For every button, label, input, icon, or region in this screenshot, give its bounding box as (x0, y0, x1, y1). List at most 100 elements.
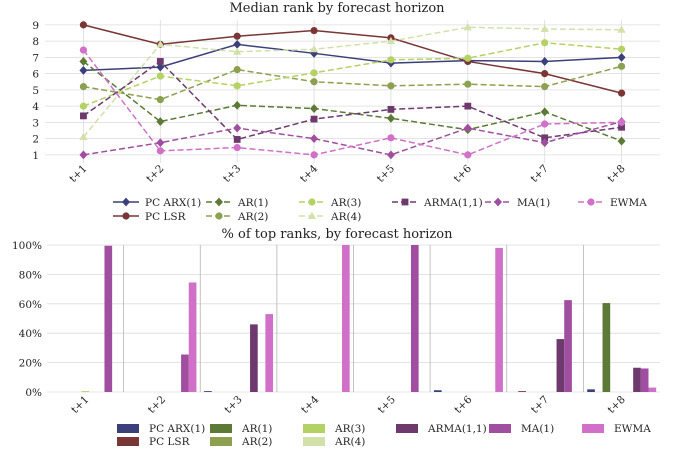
bar-ewma (342, 245, 350, 392)
point-arma11 (464, 102, 472, 110)
legend-item-ma1: MA(1) (485, 197, 550, 209)
point-ar4 (79, 132, 88, 140)
legend-label-ma1: MA(1) (517, 197, 550, 209)
point-pc-lsr (310, 26, 318, 35)
bar-series-ar3 (81, 391, 90, 392)
bar-pc-arx1 (587, 389, 595, 392)
y-tick-label: 40% (19, 328, 42, 340)
legend-label-ewma: EWMA (610, 197, 647, 209)
point-ar2 (79, 83, 88, 91)
bar-ewma (495, 247, 503, 392)
point-ar3 (387, 56, 395, 64)
point-arma11 (233, 136, 241, 143)
point-ewma (233, 143, 241, 152)
point-ar2 (156, 96, 164, 104)
point-pc-arx1 (156, 62, 165, 72)
legend-swatch-pc-lsr (117, 437, 139, 446)
bar-ma1 (410, 245, 419, 392)
legend-swatch-ar2 (210, 437, 232, 446)
legend-marker-ar1 (215, 197, 223, 207)
line-ma1 (83, 120, 622, 156)
legend-item-ar1: AR(1) (210, 423, 272, 435)
top-chart-title: Median rank by forecast horizon (229, 1, 445, 16)
point-arma11 (80, 112, 87, 120)
x-tick-label: t+8 (605, 163, 627, 185)
legend-label-ar1: AR(1) (237, 197, 268, 209)
legend-item-ma1: MA(1) (489, 423, 554, 435)
point-arma11 (387, 105, 395, 113)
legend-item-ar4: AR(4) (303, 436, 365, 448)
line-ewma (82, 49, 622, 156)
point-ewma (310, 151, 318, 159)
point-pc-arx1 (617, 52, 626, 62)
top-ranks-chart: % of top ranks, by forecast horizon 0% 20… (12, 227, 660, 448)
bar-series-ma1 (104, 245, 649, 392)
bar-arma11 (556, 339, 565, 392)
x-tick-label: t+3 (221, 163, 243, 185)
bar-ar1 (602, 303, 611, 392)
point-ewma (387, 134, 395, 142)
bar-ewma (188, 282, 197, 392)
point-arma11 (541, 134, 549, 142)
legend-label-ar2: AR(2) (237, 211, 268, 223)
y-tick-label: 100% (12, 240, 42, 252)
legend-item-arma11: ARMA(1,1) (396, 423, 487, 435)
bottom-chart-axes: 0% 20% 40% 60% 80% 100% t+1 t+2 t+3 t+4 t+5 t+6 t+7 t… (12, 240, 628, 416)
bar-series-pc-arx1 (204, 389, 595, 392)
point-ar3 (233, 82, 241, 90)
bottom-chart-bars (81, 245, 657, 392)
legend-marker-pc-lsr (122, 212, 130, 220)
bar-ma1 (104, 245, 113, 392)
y-tick-label: 6 (32, 69, 39, 81)
x-tick-label: t+2 (146, 394, 168, 416)
bottom-chart-title: % of top ranks, by forecast horizon (222, 227, 454, 242)
legend-item-ar3: AR(3) (303, 423, 365, 435)
series-ar4 (79, 23, 626, 140)
point-ewma (617, 118, 626, 126)
bar-series-arma11 (250, 324, 641, 392)
legend-label-ar3: AR(3) (330, 197, 361, 209)
legend-item-ar4: AR(4) (299, 211, 361, 223)
point-ar3 (156, 72, 164, 80)
x-tick-label: t+6 (452, 162, 475, 185)
x-tick-label: t+2 (144, 163, 166, 185)
x-tick-label: t+3 (222, 394, 244, 416)
y-tick-label: 2 (32, 134, 39, 146)
x-tick-label: t+5 (375, 163, 397, 185)
x-tick-label: t+7 (529, 394, 551, 416)
x-tick-label: t+4 (299, 393, 322, 416)
point-pc-lsr (617, 89, 626, 97)
point-ar1 (310, 104, 319, 113)
line-ar2 (83, 65, 622, 101)
legend-label-pc-arx1: PC ARX(1) (149, 423, 205, 435)
bottom-chart-legend: PC ARX(1) AR(1) AR(3) ARMA(1,1) MA(1) EWMA PC … (117, 423, 651, 448)
y-tick-label: 0% (25, 387, 42, 399)
point-ar2 (617, 62, 626, 70)
legend-item-pc-arx1: PC ARX(1) (117, 423, 205, 435)
point-ar3 (541, 39, 549, 47)
point-ar2 (464, 80, 472, 88)
line-ar1 (82, 60, 622, 142)
legend-marker-ar2 (215, 212, 223, 220)
point-ar4 (617, 25, 626, 33)
bar-pc-arx1 (433, 390, 442, 392)
legend-label-pc-arx1: PC ARX(1) (145, 197, 201, 209)
y-tick-label: 3 (32, 117, 39, 129)
x-tick-label: t+1 (67, 163, 89, 185)
legend-marker-ar4 (308, 211, 316, 219)
y-tick-label: 1 (32, 150, 39, 162)
bar-ma1 (181, 354, 189, 392)
point-arma11 (618, 123, 625, 131)
point-ar1 (386, 113, 395, 123)
point-ma1 (463, 123, 472, 133)
legend-label-arma11: ARMA(1,1) (423, 197, 483, 209)
y-tick-label: 60% (19, 299, 42, 311)
point-ewma (79, 46, 88, 54)
y-tick-label: 80% (19, 269, 42, 281)
point-ar4 (386, 36, 395, 45)
median-rank-chart: Median rank by forecast horizon 1 2 3 4 5 6 7 8… (32, 1, 660, 223)
bar-arma11 (250, 324, 258, 392)
point-pc-lsr (541, 70, 549, 78)
legend-swatch-pc-arx1 (117, 424, 139, 433)
